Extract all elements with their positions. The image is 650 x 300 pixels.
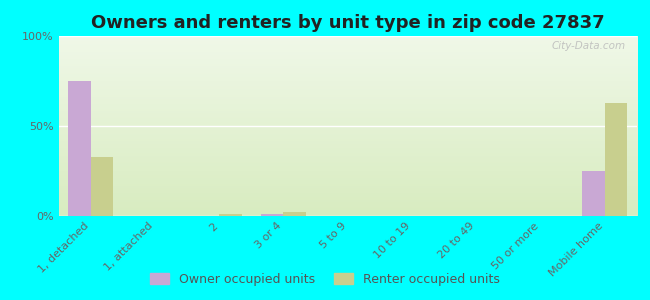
Bar	[605, 103, 627, 216]
Bar	[261, 214, 283, 216]
Text: City-Data.com: City-Data.com	[551, 41, 625, 51]
Legend: Owner occupied units, Renter occupied units: Owner occupied units, Renter occupied un…	[146, 268, 504, 291]
Bar	[68, 81, 90, 216]
Title: Owners and renters by unit type in zip code 27837: Owners and renters by unit type in zip c…	[91, 14, 604, 32]
Bar	[582, 171, 605, 216]
Bar	[283, 212, 306, 216]
Bar	[90, 157, 113, 216]
Bar	[219, 214, 242, 216]
